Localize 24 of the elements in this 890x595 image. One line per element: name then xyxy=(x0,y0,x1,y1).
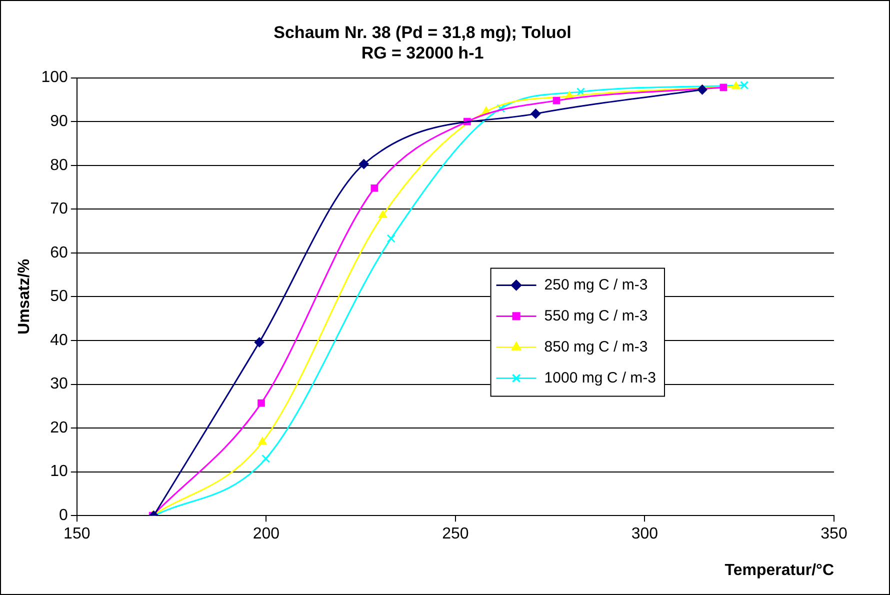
y-tick-label: 0 xyxy=(58,507,68,524)
y-tick-label: 100 xyxy=(41,69,68,86)
x-tick-label: 300 xyxy=(631,526,658,543)
y-tick-label: 30 xyxy=(50,376,68,393)
x-tick-label: 150 xyxy=(64,526,90,543)
legend-label: 550 mg C / m-3 xyxy=(544,307,648,324)
legend-label: 250 mg C / m-3 xyxy=(544,276,648,294)
y-tick-label: 70 xyxy=(50,200,68,218)
y-tick-label: 60 xyxy=(50,244,68,262)
y-tick-label: 10 xyxy=(50,463,68,480)
x-tick-label: 350 xyxy=(820,526,848,543)
y-axis-title: Umsatz/% xyxy=(16,258,34,334)
text: RG = 32000 h-1 xyxy=(361,43,484,62)
x-tick-label: 250 xyxy=(442,526,469,543)
y-tick-label: 20 xyxy=(50,419,68,436)
legend-label: 1000 mg C / m-3 xyxy=(544,369,656,386)
y-tick-label: 80 xyxy=(50,156,68,174)
legend-label: 850 mg C / m-3 xyxy=(544,338,648,356)
x-axis-title: Temperatur/°C xyxy=(724,562,834,579)
y-tick-label: 40 xyxy=(50,332,68,349)
text: Schaum Nr. 38 (Pd = 31,8 mg); Toluol xyxy=(274,22,572,42)
y-tick-label: 50 xyxy=(50,288,68,306)
x-tick-label: 200 xyxy=(252,526,280,543)
y-tick-label: 90 xyxy=(50,112,68,130)
